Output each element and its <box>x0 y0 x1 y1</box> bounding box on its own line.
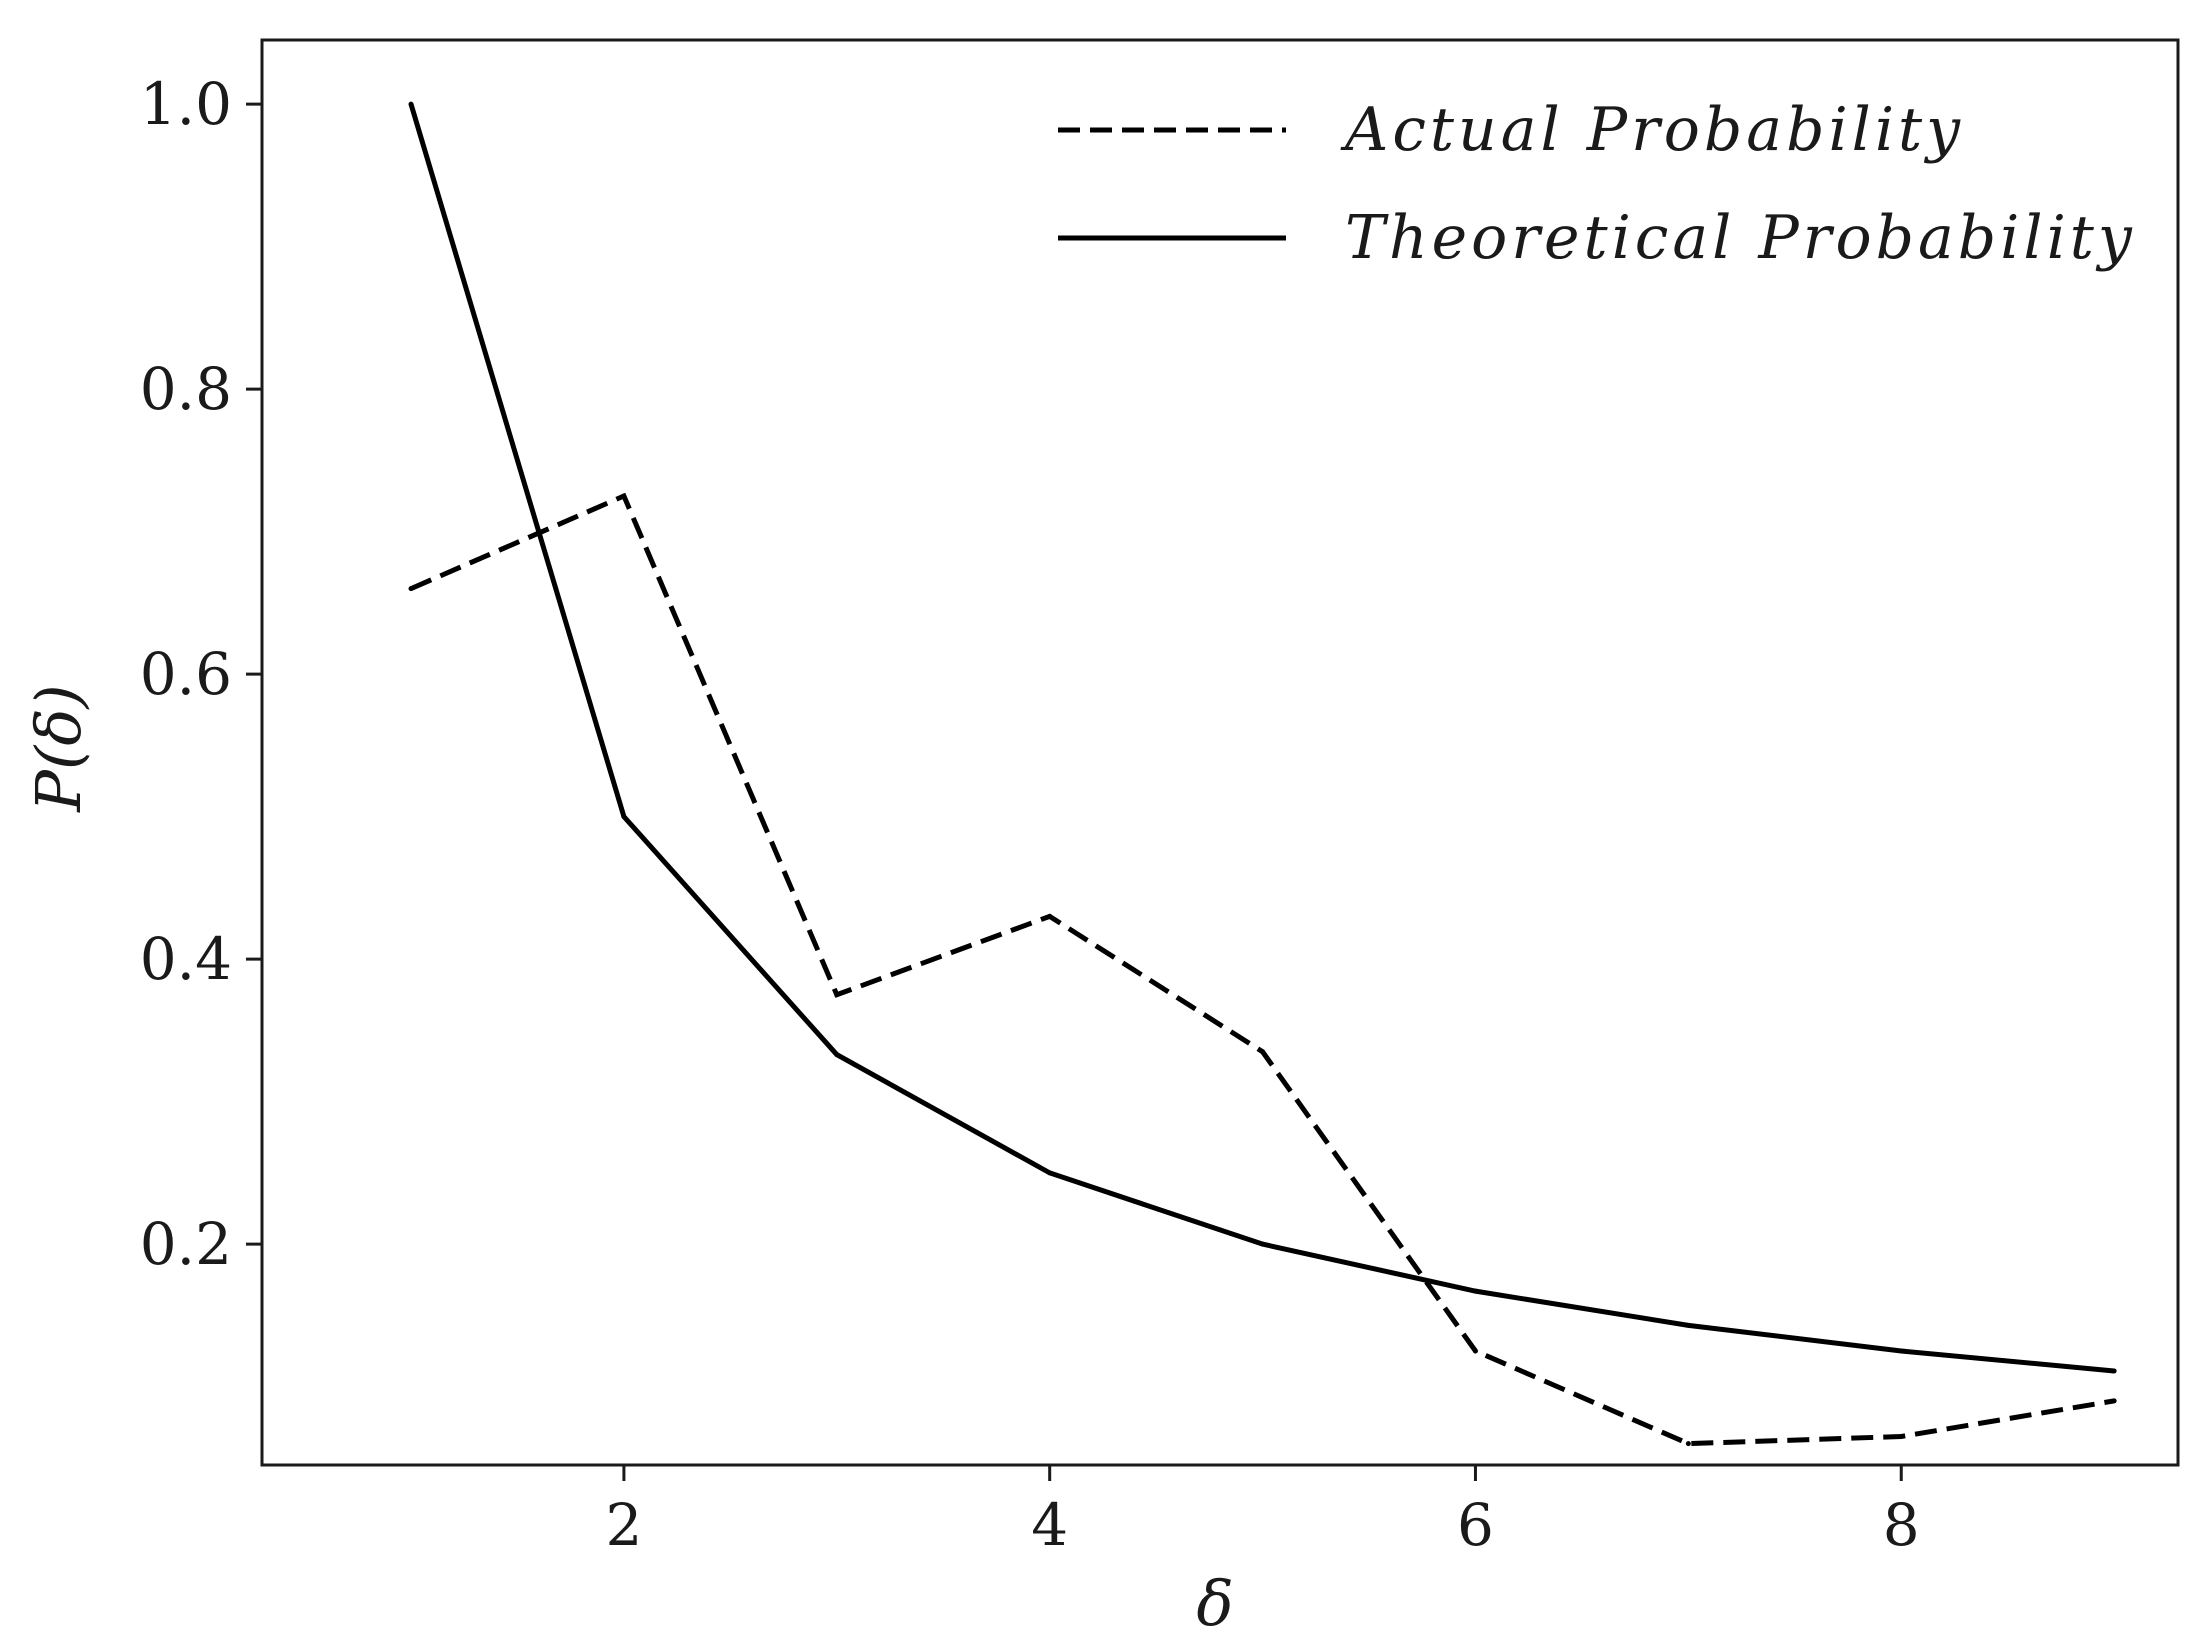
data-point <box>2111 1398 2117 1404</box>
data-point <box>408 101 414 107</box>
data-point <box>621 814 627 820</box>
data-point <box>1685 1322 1691 1328</box>
data-point <box>1472 1348 1478 1354</box>
legend-entry-label: Theoretical Probability <box>1345 203 2136 273</box>
data-point <box>1898 1434 1904 1439</box>
data-point <box>1260 1241 1266 1247</box>
plot-frame <box>260 38 2180 1467</box>
y-axis-ticks: 0.2 0.4 0.6 0.8 1.0 <box>140 70 262 1278</box>
data-point <box>1472 1288 1478 1294</box>
y-tick-label: 1.0 <box>140 70 232 138</box>
data-point <box>1047 1170 1053 1176</box>
series-line-theoretical <box>408 103 2115 1374</box>
x-tick-label: 8 <box>1883 1491 1920 1559</box>
x-axis-label: δ <box>1196 1567 1233 1640</box>
y-tick-label: 0.6 <box>140 640 232 708</box>
data-point <box>1685 1441 1691 1447</box>
legend-entry-label: Actual Probability <box>1340 95 1964 165</box>
data-point <box>834 1052 840 1058</box>
x-tick-label: 2 <box>605 1491 642 1559</box>
y-tick-label: 0.4 <box>140 925 232 993</box>
data-point <box>2111 1368 2117 1374</box>
series-lines <box>408 101 2117 1447</box>
y-tick-label: 0.2 <box>140 1210 232 1278</box>
legend: Actual Probability Theoretical Probabilit… <box>1058 95 2136 273</box>
x-tick-label: 4 <box>1031 1491 1068 1559</box>
x-tick-label: 6 <box>1457 1491 1494 1559</box>
data-point <box>408 586 414 592</box>
data-point <box>834 992 840 998</box>
data-point <box>1260 1049 1266 1055</box>
data-point <box>1047 913 1053 919</box>
y-axis-label: P(δ) <box>22 684 95 812</box>
data-point <box>1898 1348 1904 1354</box>
x-axis-ticks: 2 4 6 8 <box>605 1465 1920 1559</box>
y-tick-label: 0.8 <box>140 355 232 423</box>
data-point <box>621 493 627 499</box>
plot-area-border <box>260 38 2180 1467</box>
series-line-actual <box>410 492 2115 1447</box>
